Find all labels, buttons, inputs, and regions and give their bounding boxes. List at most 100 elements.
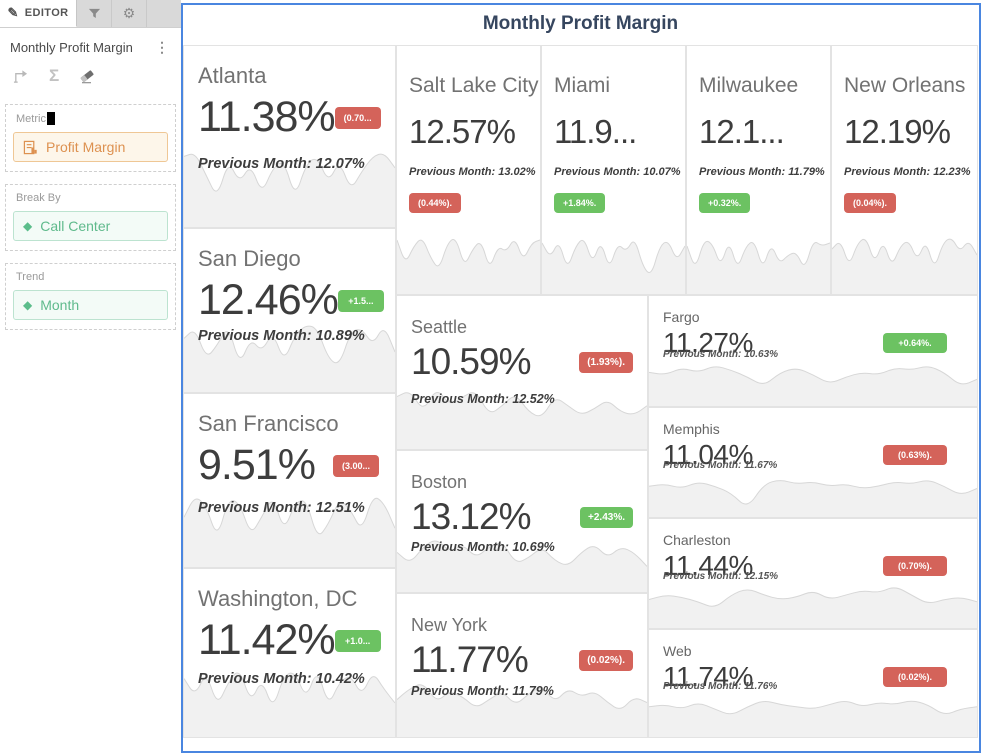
sparkline-chart	[542, 226, 685, 294]
tab-settings[interactable]: ⚙	[112, 0, 147, 27]
tile-city-label: Seattle	[411, 317, 468, 337]
tile-previous-month: Previous Month: 11.79%	[699, 166, 825, 178]
tile-salt-lake-city[interactable]: Salt Lake City 12.57% Previous Month: 13.0…	[396, 45, 541, 295]
tile-value-row: 11.44% (0.70%).	[663, 550, 947, 582]
tile-value-row: 11.77% (0.02%).	[411, 639, 633, 681]
pencil-icon: ✎	[7, 5, 19, 20]
tile-previous-month: Previous Month: 10.89%	[198, 328, 365, 345]
tile-previous-month: Previous Month: 12.51%	[198, 499, 365, 516]
tile-change-badge: +1.0...	[334, 629, 381, 652]
tile-san-francisco[interactable]: San Francisco 9.51% (3.00... Previous Month…	[183, 393, 396, 568]
tile-value: 11.44%	[663, 550, 753, 581]
tile-miami[interactable]: Miami 11.9... Previous Month: 10.07% +1.84%…	[541, 45, 686, 295]
tab-editor-label: EDITOR	[24, 7, 69, 19]
tile-city-label: Salt Lake City	[409, 74, 539, 97]
tile-value: 12.57%	[409, 113, 516, 150]
tile-city-label: Miami	[554, 74, 610, 97]
break-by-panel: Break By ◆ Call Center	[5, 184, 176, 251]
eraser-icon[interactable]	[79, 69, 95, 84]
tile-value: 11.77%	[411, 639, 529, 680]
tile-value-row: 13.12% +2.43%.	[411, 496, 633, 538]
tile-change-badge: (0.02%).	[883, 667, 947, 687]
pivot-arrow-icon[interactable]	[12, 69, 29, 84]
tile-web[interactable]: Web 11.74% (0.02%). Previous Month: 11.76%	[648, 629, 978, 738]
tile-previous-month: Previous Month: 10.69%	[411, 539, 555, 554]
trend-panel: Trend ◆ Month	[5, 263, 176, 330]
gear-icon: ⚙	[122, 5, 136, 21]
tile-previous-month: Previous Month: 11.76%	[663, 681, 778, 693]
tile-value: 11.9...	[554, 113, 637, 150]
metric-item-profit-margin[interactable]: Profit Margin	[13, 132, 168, 162]
tile-city-label: Washington, DC	[198, 586, 358, 611]
tile-change-badge: (3.00...	[333, 454, 379, 477]
tile-fargo[interactable]: Fargo 11.27% +0.64%. Previous Month: 10.63%	[648, 295, 978, 407]
kebab-menu-icon[interactable]: ⋮	[155, 39, 169, 55]
tile-city-label: New York	[411, 615, 488, 635]
tile-value-row: 11.74% (0.02%).	[663, 661, 947, 693]
sparkline-chart	[649, 464, 977, 517]
sparkline-chart	[184, 316, 395, 392]
tile-previous-month: Previous Month: 12.52%	[411, 392, 555, 407]
tile-value: 11.38%	[198, 93, 336, 141]
dimension-icon: ◆	[23, 219, 33, 233]
trend-item-month[interactable]: ◆ Month	[13, 290, 168, 320]
tile-change-badge: +0.32%.	[699, 193, 751, 213]
metric-panel: Metric Profit Margin	[5, 104, 176, 172]
trend-panel-label: Trend	[16, 271, 45, 283]
tile-previous-month: Previous Month: 12.23%	[844, 166, 971, 178]
tile-change-badge: (0.63%).	[883, 445, 947, 465]
tile-seattle[interactable]: Seattle 10.59% (1.93%). Previous Month: 12.…	[396, 295, 648, 450]
dimension-icon: ◆	[23, 298, 33, 312]
tile-new-york[interactable]: New York 11.77% (0.02%). Previous Month: 11…	[396, 593, 648, 738]
tile-previous-month: Previous Month: 12.15%	[663, 571, 779, 583]
tab-editor[interactable]: ✎ EDITOR	[0, 0, 77, 27]
tile-previous-month: Previous Month: 11.67%	[663, 460, 778, 472]
tile-previous-month: Previous Month: 11.79%	[411, 684, 554, 699]
tile-new-orleans[interactable]: New Orleans 12.19% Previous Month: 12.23% (…	[831, 45, 978, 295]
tile-value-row: 10.59% (1.93%).	[411, 341, 633, 383]
tile-boston[interactable]: Boston 13.12% +2.43%. Previous Month: 10.69…	[396, 450, 648, 593]
tile-atlanta[interactable]: Atlanta 11.38% (0.70... Previous Month: 12.…	[183, 45, 396, 228]
tile-washington-dc[interactable]: Washington, DC 11.42% +1.0... Previous Mont…	[183, 568, 396, 738]
sparkline-chart	[649, 685, 977, 737]
tile-change-badge: +0.64%.	[883, 333, 947, 353]
tile-value: 10.59%	[411, 341, 531, 382]
measure-icon	[23, 140, 37, 154]
sparkline-chart	[832, 226, 977, 294]
sparkline-chart	[649, 575, 977, 628]
tile-city-label: Memphis	[663, 421, 720, 437]
sparkline-chart	[649, 352, 977, 406]
break-by-item-call-center[interactable]: ◆ Call Center	[13, 211, 168, 241]
tile-charleston[interactable]: Charleston 11.44% (0.70%). Previous Month: …	[648, 518, 978, 629]
widget-title: Monthly Profit Margin	[10, 40, 133, 55]
sidebar-tabbar: ✎ EDITOR ⚙	[0, 0, 181, 28]
tile-value: 11.27%	[663, 327, 753, 358]
tile-change-badge: (1.93%).	[579, 351, 633, 373]
tile-value-row: 9.51% (3.00...	[198, 441, 379, 490]
tile-city-label: Charleston	[663, 532, 731, 548]
tile-change-badge: (0.70%).	[883, 556, 947, 576]
tile-change-badge: +2.43%.	[580, 506, 633, 528]
metric-panel-label: Metric	[16, 112, 46, 125]
sigma-icon[interactable]: Σ	[49, 66, 60, 85]
sparkline-chart	[397, 672, 647, 737]
tile-value-row: 11.27% +0.64%.	[663, 327, 947, 359]
tile-change-badge: (0.70...	[334, 106, 381, 129]
tile-san-diego[interactable]: San Diego 12.46% +1.5... Previous Month: 10…	[183, 228, 396, 393]
tile-city-label: Milwaukee	[699, 74, 799, 97]
chart-title: Monthly Profit Margin	[482, 13, 679, 34]
tile-change-badge: (0.44%).	[409, 193, 462, 213]
tile-city-label: Web	[663, 643, 692, 659]
tile-value-row: 11.38% (0.70...	[198, 93, 381, 142]
break-by-item-label: Call Center	[40, 218, 111, 234]
tile-city-label: San Francisco	[198, 411, 339, 436]
tab-filter[interactable]	[77, 0, 112, 27]
tile-change-badge: (0.02%).	[579, 649, 633, 671]
tile-change-badge: +1.84%.	[554, 193, 606, 213]
break-by-panel-label: Break By	[16, 192, 61, 204]
tile-memphis[interactable]: Memphis 11.04% (0.63%). Previous Month: 11.…	[648, 407, 978, 518]
tile-milwaukee[interactable]: Milwaukee 12.1... Previous Month: 11.79% +0…	[686, 45, 831, 295]
tile-value: 12.1...	[699, 113, 785, 150]
tile-value: 12.46%	[198, 276, 339, 324]
sparkline-chart	[687, 226, 830, 294]
